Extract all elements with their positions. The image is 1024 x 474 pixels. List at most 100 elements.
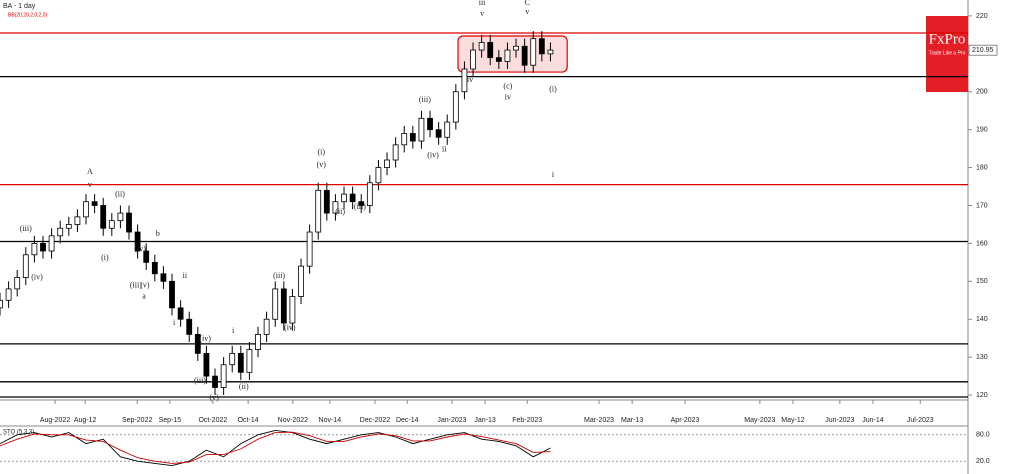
wave-label: i — [173, 318, 176, 327]
wave-label: (iii) — [130, 281, 142, 290]
candle-body — [22, 254, 29, 278]
wave-label: (ii) — [239, 382, 249, 391]
chart-title: BA - 1 day — [3, 3, 36, 10]
x-tick-label: Jun-2023 — [825, 417, 854, 424]
candle-body — [315, 189, 322, 233]
wave-label: i — [552, 170, 555, 179]
candle-body — [409, 133, 416, 142]
x-tick-label: May-2023 — [744, 417, 775, 424]
wave-label: (v) — [140, 281, 150, 290]
x-tick-label: Oct-14 — [238, 417, 259, 424]
wave-label: (iii) — [419, 95, 431, 104]
x-tick-label: Jun-14 — [862, 417, 884, 424]
y-tick-label: 220 — [976, 13, 988, 20]
candle-body — [203, 352, 210, 377]
stoch-tick-label: 20.0 — [976, 458, 990, 465]
x-tick-label: Feb-2023 — [512, 417, 542, 424]
candle-body — [384, 159, 390, 168]
wave-label: C — [525, 0, 530, 7]
candle-body — [280, 288, 287, 324]
wave-label: iv — [505, 93, 511, 102]
wave-label: (ii) — [335, 207, 345, 216]
candle-body — [40, 243, 46, 252]
candle-body — [530, 38, 537, 66]
candle-body — [272, 288, 279, 320]
candle-body — [298, 265, 304, 297]
wave-label: (iv) — [427, 151, 439, 160]
wave-label: v — [480, 9, 484, 18]
candle-body — [246, 349, 253, 373]
x-tick-label: Dec-14 — [396, 417, 419, 424]
candle-body — [0, 299, 3, 309]
wave-label: iv — [467, 75, 473, 84]
wave-label: (iv) — [31, 273, 43, 282]
candle-body — [5, 288, 12, 301]
y-tick-label: 150 — [976, 278, 988, 285]
wave-label: (iv) — [134, 244, 146, 253]
y-tick-label: 120 — [976, 392, 988, 399]
x-tick-label: Aug-2022 — [40, 417, 70, 424]
candle-body — [169, 280, 175, 309]
candle-body — [160, 273, 167, 282]
candle-body — [57, 227, 64, 237]
candle-body — [100, 205, 107, 229]
wave-label: ii — [183, 271, 188, 280]
candle-body — [444, 121, 451, 138]
candle-body — [117, 212, 124, 222]
candle-body — [143, 250, 150, 263]
candle-body — [14, 277, 21, 290]
logo: FxPro — [929, 31, 966, 47]
y-tick-label: 180 — [976, 164, 988, 171]
wave-label: (v) — [209, 393, 219, 402]
price-tag-label: 210.95 — [972, 47, 994, 54]
candle-body — [401, 133, 408, 146]
x-tick-label: Mar-13 — [621, 417, 643, 424]
x-tick-label: Jan-13 — [474, 417, 496, 424]
candle-body — [495, 57, 502, 62]
candle-body — [91, 201, 98, 206]
candle-body — [186, 318, 193, 335]
candle-body — [513, 45, 519, 51]
candle-body — [418, 117, 425, 142]
x-tick-label: Apr-2023 — [671, 417, 700, 424]
wave-label: (iii) — [194, 376, 206, 385]
candle-body — [229, 352, 236, 366]
candle-body — [538, 38, 545, 55]
wave-label: (c) — [503, 82, 512, 91]
candle-body — [177, 307, 184, 320]
candle-body — [108, 220, 115, 229]
x-tick-label: Sep-15 — [159, 417, 182, 424]
candle-body — [65, 224, 72, 229]
y-tick-label: 160 — [976, 240, 988, 247]
wave-label: v — [88, 180, 92, 189]
candle-body — [470, 49, 476, 70]
candle-body — [349, 193, 356, 203]
wave-label: ii — [442, 145, 447, 154]
candle-body — [220, 364, 227, 388]
price-tag — [968, 44, 998, 56]
wave-label: A — [87, 167, 93, 176]
y-tick-label: 200 — [976, 89, 988, 96]
candle-body — [521, 45, 528, 66]
candle-body — [332, 201, 339, 214]
wave-label: (iv) — [199, 334, 211, 343]
stoch-line — [0, 431, 551, 464]
wave-label: (i) — [549, 85, 557, 94]
candle-body — [237, 352, 244, 373]
candle-body — [323, 189, 330, 214]
x-tick-label: Mar-2023 — [584, 417, 614, 424]
candle-body — [452, 91, 459, 123]
candle-body — [255, 334, 261, 350]
candle-body — [392, 144, 399, 161]
wave-label: (iii) — [273, 271, 285, 280]
wave-label: (ii) — [115, 190, 125, 199]
y-tick-label: 140 — [976, 316, 988, 323]
logo-box — [926, 16, 968, 92]
x-tick-label: Aug-12 — [74, 417, 97, 424]
candle-body — [487, 42, 494, 59]
candle-body — [435, 129, 442, 138]
candle-body — [126, 212, 132, 233]
candle-body — [504, 49, 511, 62]
candle-body — [134, 231, 141, 252]
